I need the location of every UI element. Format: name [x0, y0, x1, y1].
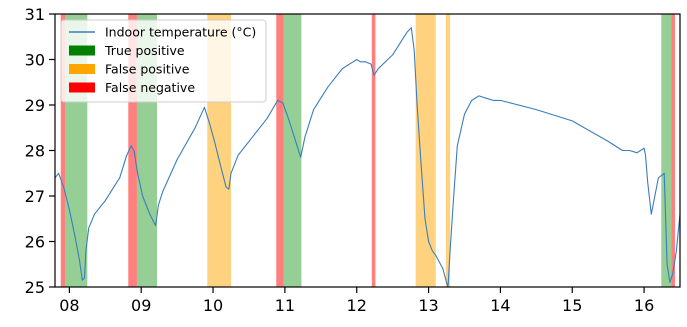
region-false-negative-5	[276, 14, 284, 287]
x-tick-label: 16	[634, 296, 654, 315]
x-tick-label: 12	[347, 296, 367, 315]
region-false-negative-0	[60, 14, 66, 287]
legend-label-false-negative: False negative	[105, 80, 195, 95]
y-tick-label: 25	[25, 278, 45, 297]
region-false-negative-7	[371, 14, 376, 287]
region-true-positive-6	[283, 14, 302, 287]
x-tick-label: 14	[490, 296, 510, 315]
legend-label-false-positive: False positive	[105, 62, 190, 77]
y-axis: 25 26 27 28 29 30 31	[25, 5, 55, 297]
indoor-temperature-line	[54, 27, 681, 288]
legend-label-true-positive: True positive	[104, 43, 185, 58]
x-tick-label: 10	[203, 296, 223, 315]
y-tick-label: 28	[25, 142, 45, 161]
legend-swatch-false-positive	[69, 64, 95, 74]
legend-label-indoor-temperature-c: Indoor temperature (°C)	[105, 25, 256, 40]
y-tick-label: 29	[25, 96, 45, 115]
region-true-positive-10	[661, 14, 672, 287]
region-false-positive-9	[445, 14, 451, 287]
region-false-negative-11	[671, 14, 675, 287]
y-tick-label: 30	[25, 51, 45, 70]
x-tick-label: 11	[275, 296, 295, 315]
x-tick-label: 08	[59, 296, 79, 315]
y-tick-label: 31	[25, 5, 45, 24]
x-tick-label: 13	[418, 296, 438, 315]
legend-swatch-false-negative	[69, 82, 95, 93]
region-false-positive-8	[415, 14, 436, 287]
legend-box	[60, 19, 267, 103]
y-tick-label: 27	[25, 187, 45, 206]
y-tick-label: 26	[25, 233, 45, 252]
x-tick-label: 15	[562, 296, 582, 315]
legend: Indoor temperature (°C) True positive Fals…	[60, 19, 267, 103]
region-false-negative-2	[128, 14, 137, 287]
x-tick-label: 09	[131, 296, 151, 315]
legend-swatch-true-positive	[69, 45, 95, 56]
x-axis: 08 09 10 11 12 13 14 15 16	[59, 287, 654, 315]
